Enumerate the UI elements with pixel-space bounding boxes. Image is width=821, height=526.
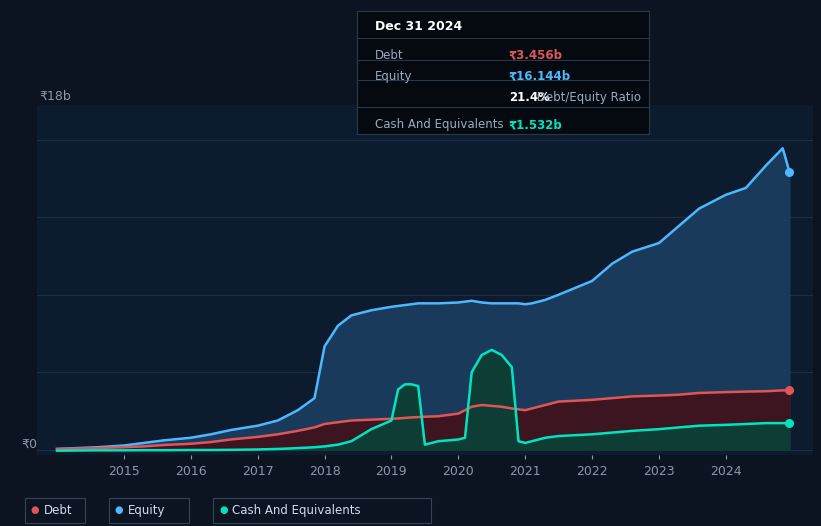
Text: Dec 31 2024: Dec 31 2024	[374, 21, 462, 34]
Text: ₹1.532b: ₹1.532b	[509, 118, 562, 131]
Text: ₹16.144b: ₹16.144b	[509, 70, 571, 83]
Text: Debt: Debt	[374, 49, 403, 62]
Text: Equity: Equity	[128, 504, 166, 517]
Text: Cash And Equivalents: Cash And Equivalents	[374, 118, 503, 131]
Text: ₹0: ₹0	[21, 438, 37, 451]
Text: ●: ●	[115, 505, 123, 515]
Text: ●: ●	[219, 505, 227, 515]
Text: Cash And Equivalents: Cash And Equivalents	[232, 504, 361, 517]
Text: Debt: Debt	[44, 504, 72, 517]
Text: Debt/Equity Ratio: Debt/Equity Ratio	[534, 91, 641, 104]
Text: ●: ●	[30, 505, 39, 515]
Text: Equity: Equity	[374, 70, 412, 83]
Text: 21.4%: 21.4%	[509, 91, 549, 104]
Text: ₹3.456b: ₹3.456b	[509, 49, 562, 62]
Text: ₹18b: ₹18b	[39, 89, 71, 103]
